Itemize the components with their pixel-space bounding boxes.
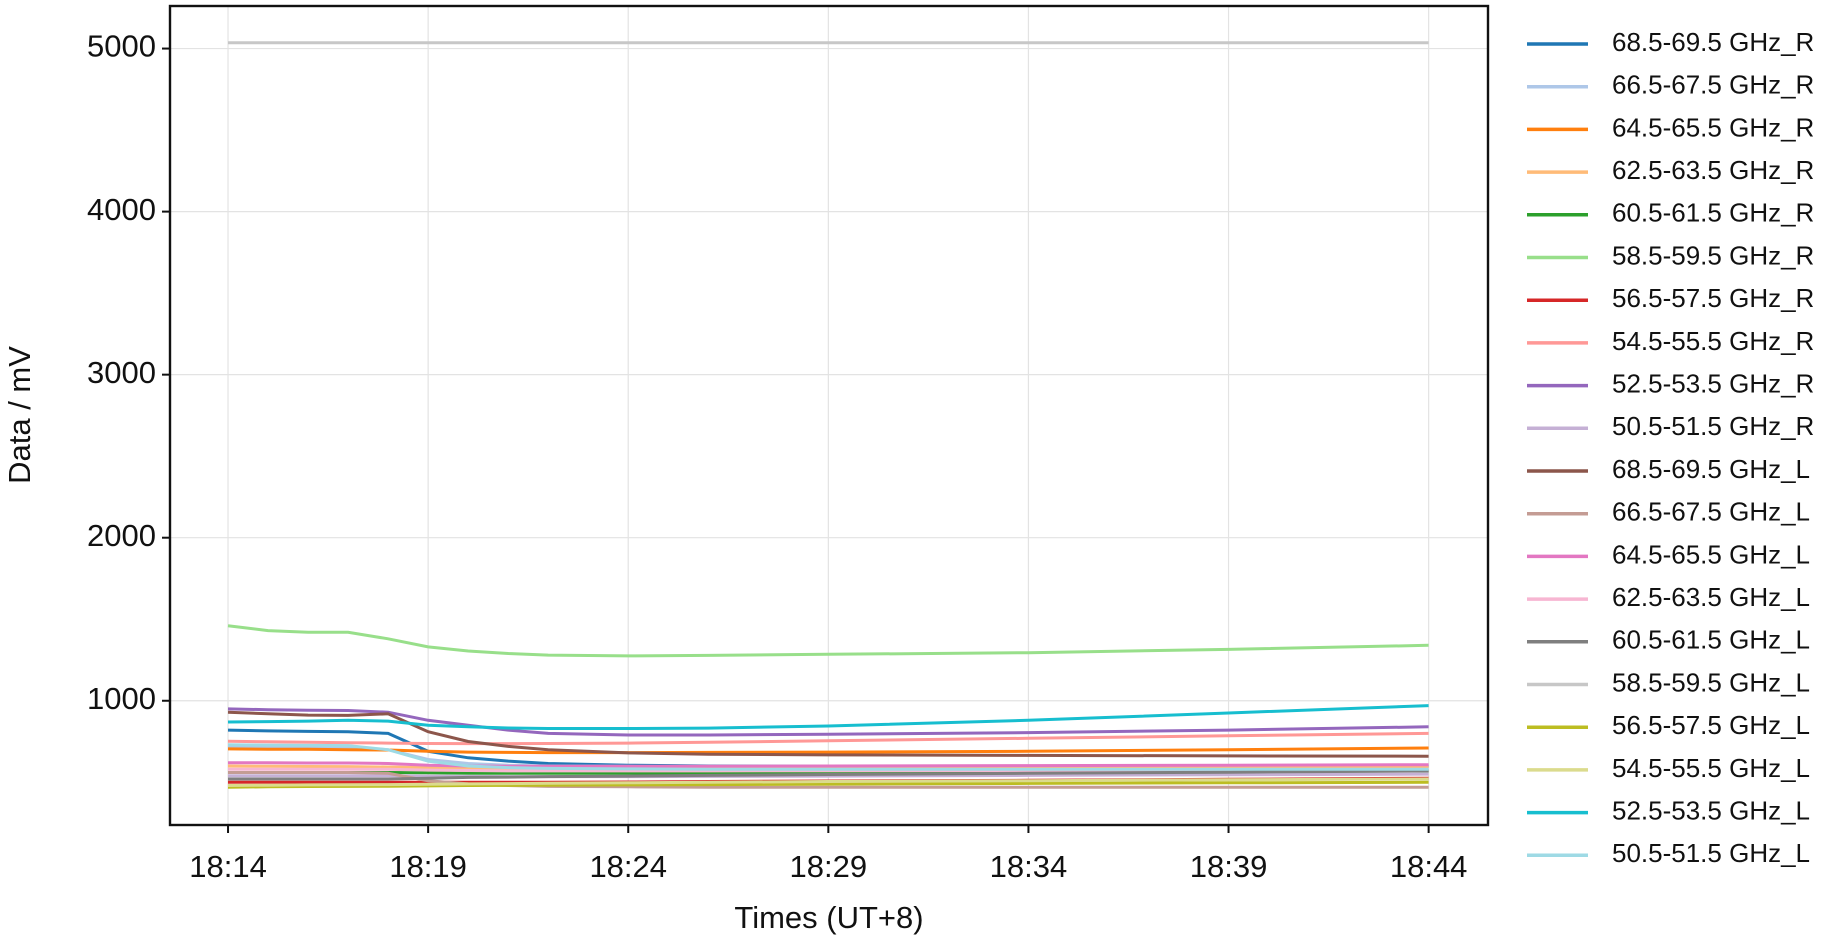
series-line <box>227 710 1429 758</box>
legend-label: 66.5-67.5 GHz_L <box>1612 497 1810 527</box>
series-line <box>227 731 1429 746</box>
series-line <box>227 704 1429 730</box>
series-line <box>227 777 1429 787</box>
x-tick-label: 18:29 <box>790 849 868 884</box>
series-line <box>227 707 1429 737</box>
legend-label: 68.5-69.5 GHz_R <box>1612 27 1814 57</box>
y-tick-label: 5000 <box>87 29 156 64</box>
legend-label: 60.5-61.5 GHz_R <box>1612 198 1814 228</box>
x-axis-label: Times (UT+8) <box>734 900 923 935</box>
x-tick-label: 18:14 <box>189 849 267 884</box>
series-line <box>227 624 1429 658</box>
legend-label: 54.5-55.5 GHz_R <box>1612 326 1814 356</box>
x-tick-label: 18:44 <box>1390 849 1468 884</box>
legend-label: 62.5-63.5 GHz_R <box>1612 155 1814 185</box>
y-tick-label: 4000 <box>87 192 156 227</box>
legend-label: 62.5-63.5 GHz_L <box>1612 582 1810 612</box>
y-tick-label: 2000 <box>87 518 156 553</box>
series-line <box>227 746 1429 755</box>
legend-label: 66.5-67.5 GHz_R <box>1612 70 1814 100</box>
legend-label: 52.5-53.5 GHz_R <box>1612 368 1814 398</box>
series-line <box>227 780 1429 789</box>
legend-label: 56.5-57.5 GHz_L <box>1612 710 1810 740</box>
series-line <box>228 769 1429 781</box>
x-tick-label: 18:19 <box>389 849 467 884</box>
legend-label: 64.5-65.5 GHz_L <box>1612 539 1810 569</box>
legend-label: 54.5-55.5 GHz_L <box>1612 753 1810 783</box>
x-tick-label: 18:34 <box>990 849 1068 884</box>
legend-label: 56.5-57.5 GHz_R <box>1612 283 1814 313</box>
legend-label: 52.5-53.5 GHz_L <box>1612 795 1810 825</box>
y-tick-label: 1000 <box>87 681 156 716</box>
legend-label: 50.5-51.5 GHz_L <box>1612 838 1810 868</box>
x-tick-label: 18:24 <box>589 849 667 884</box>
legend-label: 58.5-59.5 GHz_L <box>1612 667 1810 697</box>
y-tick-label: 3000 <box>87 355 156 390</box>
legend-label: 60.5-61.5 GHz_L <box>1612 625 1810 655</box>
legend-label: 64.5-65.5 GHz_R <box>1612 112 1814 142</box>
y-axis-label: Data / mV <box>2 346 37 484</box>
legend-label: 58.5-59.5 GHz_R <box>1612 240 1814 270</box>
x-tick-label: 18:39 <box>1190 849 1268 884</box>
series-line <box>227 743 1429 771</box>
legend-label: 50.5-51.5 GHz_R <box>1612 411 1814 441</box>
legend-label: 68.5-69.5 GHz_L <box>1612 454 1810 484</box>
plot-frame <box>168 4 1490 827</box>
